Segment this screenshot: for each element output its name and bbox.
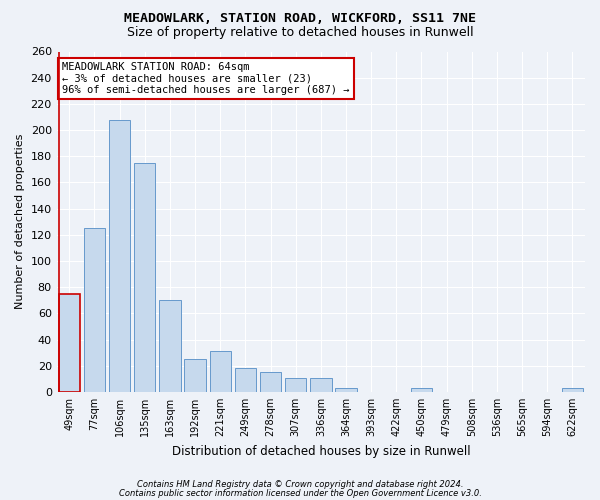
- Text: MEADOWLARK STATION ROAD: 64sqm
← 3% of detached houses are smaller (23)
96% of s: MEADOWLARK STATION ROAD: 64sqm ← 3% of d…: [62, 62, 349, 95]
- Bar: [310, 378, 332, 392]
- Text: Size of property relative to detached houses in Runwell: Size of property relative to detached ho…: [127, 26, 473, 39]
- Bar: [235, 368, 256, 392]
- Bar: [184, 359, 206, 392]
- Bar: [209, 352, 231, 392]
- Text: Contains HM Land Registry data © Crown copyright and database right 2024.: Contains HM Land Registry data © Crown c…: [137, 480, 463, 489]
- Bar: [84, 228, 105, 392]
- Text: MEADOWLARK, STATION ROAD, WICKFORD, SS11 7NE: MEADOWLARK, STATION ROAD, WICKFORD, SS11…: [124, 12, 476, 26]
- Y-axis label: Number of detached properties: Number of detached properties: [15, 134, 25, 310]
- Bar: [335, 388, 356, 392]
- X-axis label: Distribution of detached houses by size in Runwell: Distribution of detached houses by size …: [172, 444, 470, 458]
- Bar: [109, 120, 130, 392]
- Bar: [562, 388, 583, 392]
- Bar: [134, 163, 155, 392]
- Bar: [411, 388, 432, 392]
- Text: Contains public sector information licensed under the Open Government Licence v3: Contains public sector information licen…: [119, 489, 481, 498]
- Bar: [159, 300, 181, 392]
- Bar: [260, 372, 281, 392]
- Bar: [285, 378, 307, 392]
- Bar: [59, 294, 80, 392]
